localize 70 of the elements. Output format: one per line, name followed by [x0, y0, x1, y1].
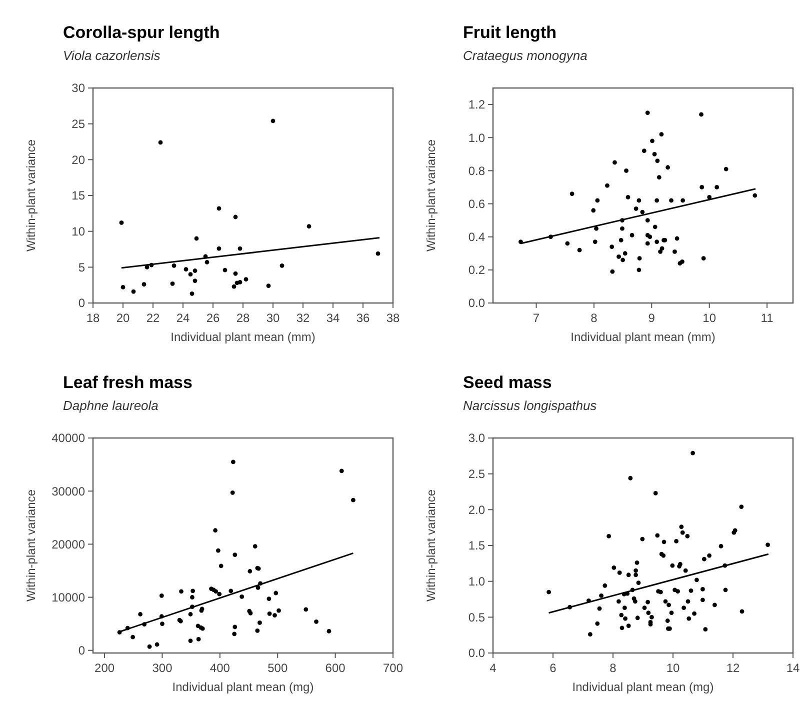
y-tick-label: 10 — [72, 224, 86, 239]
y-tick-label: 15 — [72, 188, 86, 203]
y-tick-label: 30000 — [52, 484, 86, 498]
y-tick-label: 2.5 — [468, 467, 486, 482]
y-tick-label: 0 — [78, 296, 86, 310]
x-tick-label: 6 — [550, 661, 557, 675]
x-tick-label: 20 — [116, 311, 130, 325]
x-tick-label: 200 — [94, 661, 115, 675]
x-tick-label: 8 — [590, 311, 598, 325]
y-tick-label: 0.2 — [468, 263, 486, 278]
y-tick-label: 2.0 — [468, 502, 486, 517]
y-tick-label: 0.0 — [468, 296, 486, 310]
x-tick-label: 10 — [666, 661, 680, 675]
y-tick-label: 25 — [72, 117, 86, 132]
x-tick-label: 4 — [490, 661, 497, 675]
chart-title: Fruit length — [463, 23, 556, 42]
chart-title: Seed mass — [463, 373, 552, 392]
chart-subtitle: Narcissus longispathus — [463, 398, 598, 413]
x-tick-label: 32 — [296, 311, 310, 325]
y-tick-label: 20 — [72, 152, 86, 167]
y-tick-label: 1.2 — [468, 98, 486, 112]
y-tick-label: 0.4 — [468, 230, 486, 244]
y-tick-label: 0.0 — [468, 646, 486, 660]
y-tick-label: 1.0 — [468, 574, 486, 589]
x-axis-title: Individual plant mean (mm) — [170, 330, 316, 344]
chart-subtitle: Crataegus monogyna — [463, 48, 588, 63]
x-tick-label: 8 — [610, 661, 617, 675]
y-axis-title: Within-plant variance — [24, 489, 38, 602]
x-tick-label: 18 — [86, 311, 100, 325]
y-tick-label: 1.0 — [468, 130, 486, 145]
x-tick-label: 28 — [236, 311, 250, 325]
x-tick-label: 34 — [326, 311, 340, 325]
x-tick-label: 300 — [152, 661, 173, 675]
x-tick-label: 700 — [382, 661, 404, 675]
y-tick-label: 3.0 — [468, 431, 486, 446]
x-tick-label: 38 — [386, 311, 400, 325]
chart-title: Leaf fresh mass — [63, 373, 192, 392]
x-tick-label: 9 — [648, 311, 656, 325]
x-tick-label: 12 — [726, 661, 740, 675]
y-axis-title: Within-plant variance — [424, 489, 438, 602]
chart-subtitle: Viola cazorlensis — [63, 48, 161, 63]
x-tick-label: 7 — [532, 311, 540, 325]
y-axis-title: Within-plant variance — [24, 139, 38, 252]
y-tick-label: 20000 — [52, 537, 86, 552]
y-tick-label: 0.5 — [468, 610, 486, 624]
y-tick-label: 0 — [78, 644, 86, 658]
y-axis-title: Within-plant variance — [424, 139, 438, 252]
y-tick-label: 10000 — [52, 590, 86, 604]
x-tick-label: 10 — [702, 311, 716, 325]
x-tick-label: 400 — [210, 661, 230, 675]
x-tick-label: 30 — [266, 311, 280, 325]
chart-title: Corolla-spur length — [63, 23, 220, 42]
chart-subtitle: Daphne laureola — [63, 398, 158, 413]
y-tick-label: 0.8 — [468, 164, 486, 178]
x-tick-label: 600 — [325, 661, 346, 675]
x-axis-title: Individual plant mean (mm) — [570, 330, 716, 344]
x-tick-label: 11 — [760, 311, 774, 325]
y-tick-label: 0.6 — [468, 196, 486, 211]
x-axis-title: Individual plant mean (mg) — [572, 680, 714, 694]
y-tick-label: 5 — [78, 260, 86, 274]
y-tick-label: 40000 — [52, 431, 86, 446]
x-tick-label: 36 — [356, 311, 370, 325]
x-tick-label: 26 — [206, 311, 220, 325]
x-tick-label: 500 — [268, 661, 288, 675]
y-tick-label: 30 — [72, 81, 86, 96]
y-tick-label: 1.5 — [468, 538, 486, 553]
x-tick-label: 14 — [786, 661, 800, 675]
x-tick-label: 22 — [146, 311, 160, 325]
x-axis-title: Individual plant mean (mg) — [172, 680, 314, 694]
x-tick-label: 24 — [176, 311, 190, 325]
